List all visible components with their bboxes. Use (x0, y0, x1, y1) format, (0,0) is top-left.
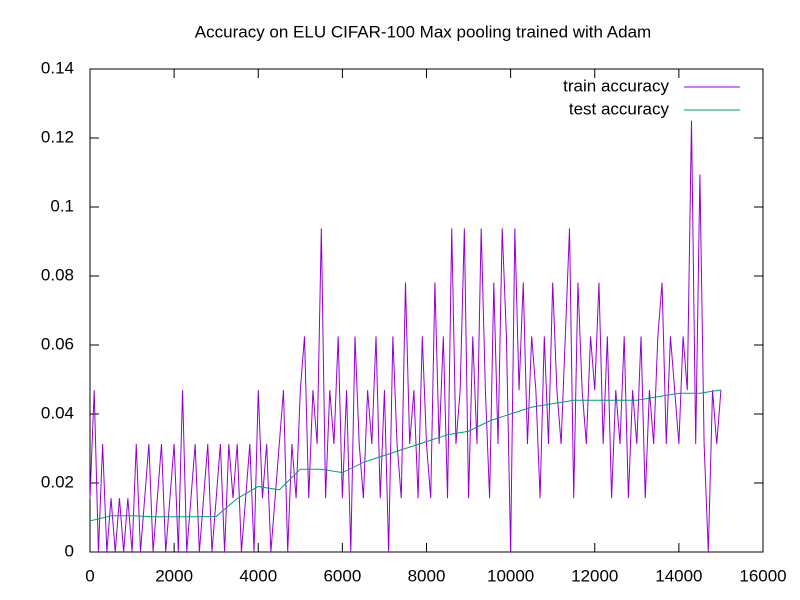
y-tick-label: 0.1 (50, 196, 74, 215)
chart-title: Accuracy on ELU CIFAR-100 Max pooling tr… (195, 22, 651, 41)
series-line (89, 389, 722, 522)
y-tick-label: 0 (65, 541, 74, 560)
legend-label: test accuracy (569, 99, 670, 118)
y-tick-label: 0.06 (41, 334, 74, 353)
y-tick-label: 0.08 (41, 265, 74, 284)
x-tick-label: 14000 (655, 566, 702, 585)
x-tick-label: 16000 (739, 566, 786, 585)
y-tick-label: 0.14 (41, 58, 74, 77)
x-tick-label: 12000 (571, 566, 618, 585)
x-tick-label: 6000 (323, 566, 361, 585)
x-tick-label: 0 (85, 566, 94, 585)
legend-label: train accuracy (563, 76, 669, 95)
x-tick-label: 10000 (487, 566, 534, 585)
x-tick-label: 4000 (239, 566, 277, 585)
y-tick-label: 0.02 (41, 472, 74, 491)
x-tick-label: 8000 (408, 566, 446, 585)
series-line (89, 120, 722, 553)
y-tick-label: 0.04 (41, 403, 74, 422)
x-tick-label: 2000 (155, 566, 193, 585)
y-tick-label: 0.12 (41, 127, 74, 146)
